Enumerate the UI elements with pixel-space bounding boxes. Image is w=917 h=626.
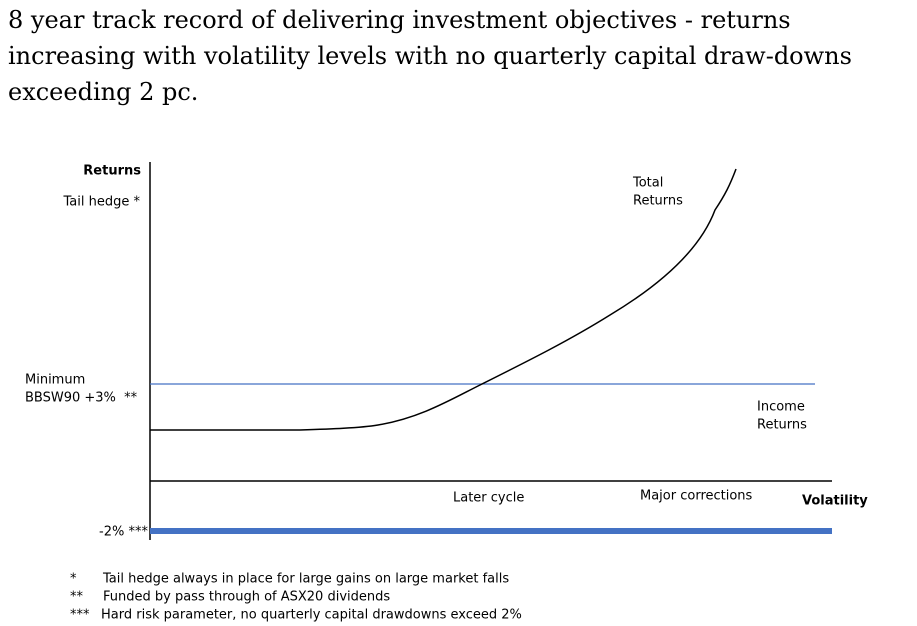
total-returns-label: Returns [633,194,683,209]
minimum-label: Minimum [25,373,85,388]
title-line: exceeding 2 pc. [8,78,198,106]
income-returns-label: Income [757,400,805,415]
minimum-label: BBSW90 +3% ** [25,391,138,406]
later-cycle-label: Later cycle [453,491,524,506]
total-returns-label: Total [632,176,663,191]
income-returns-label: Returns [757,418,807,433]
footnote-marker: *** [70,608,90,623]
title-line: 8 year track record of delivering invest… [8,6,791,34]
footnote-marker: ** [70,590,84,605]
return-curve [150,168,737,431]
title-line: increasing with volatility levels with n… [8,42,852,70]
footnote-text: Hard risk parameter, no quarterly capita… [101,608,522,623]
floor-label: -2% *** [99,525,148,540]
footnote-text: Tail hedge always in place for large gai… [102,572,509,587]
y-axis-label: Returns [83,164,141,179]
major-corrections-label: Major corrections [640,489,753,504]
footnote-text: Funded by pass through of ASX20 dividend… [103,590,390,605]
x-axis-label: Volatility [802,494,868,509]
tail-hedge-label: Tail hedge * [63,195,141,210]
footnote-marker: * [70,572,77,587]
